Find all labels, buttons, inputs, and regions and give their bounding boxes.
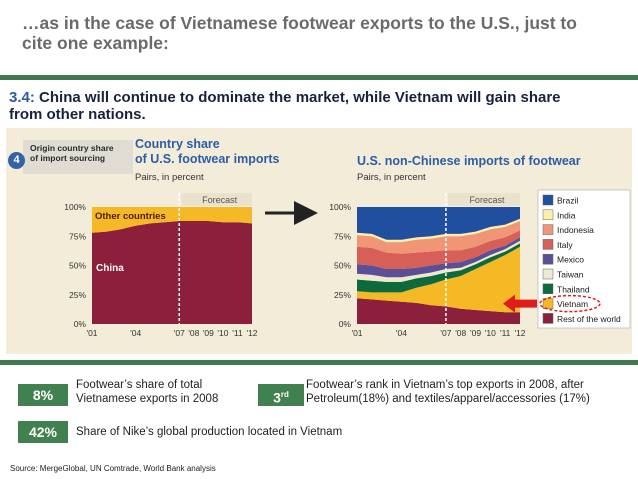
stat-badge-footwear-share: 8% [18,384,68,406]
stat-text-footwear-rank-line-2: Petroleum(18%) and textiles/apparel/acce… [306,393,590,405]
chart2-legend-swatch-rest-of-the-world [542,313,554,324]
slide-title: …as in the case of Vietnamese footwear e… [22,13,622,53]
top-divider [0,75,638,80]
chart1-subtitle: Pairs, in percent [135,172,204,183]
chart2-x-tick-11: '11 [500,328,511,338]
chart1-area-other-countries [92,207,252,233]
chart1-x-tick-11: '11 [232,328,243,338]
chart2-x-tick-12: '12 [514,328,525,338]
section-badge-label: Origin country share of import sourcing [30,143,130,163]
section-badge-box [23,140,133,174]
chart1-y-tick-100: 100% [64,202,86,212]
stat-text-footwear-share-line-1: Footwear’s share of total [76,379,203,391]
chart1-title-line-1: Country share [135,137,220,151]
chart2-area-thailand [357,243,520,293]
section-badge-label-line-2: of import sourcing [30,153,106,163]
stat-badge-nike-share: 42% [18,421,68,443]
chart2-y-tick-75: 75% [334,231,351,241]
chart2-area-mexico [357,237,520,278]
chart2-x-tick-07: '07 [440,328,451,338]
chart1-area-china [92,221,252,324]
chart1-x-tick-12: '12 [246,328,257,338]
slide-title-line-1: …as in the case of Vietnamese footwear e… [22,13,577,33]
exhibit-title-line-2: from other nations. [9,106,146,123]
chart2-legend-label-brazil: Brazil [557,196,578,206]
chart2-legend-label-india: India [557,210,576,220]
chart1-x-tick-08: '08 [188,328,199,338]
chart2-title: U.S. non-Chinese imports of footwear [357,154,581,168]
source-note: Source: MergeGlobal, UN Comtrade, World … [10,464,216,473]
stat-badge-footwear-rank: 3rd [258,384,304,406]
chart2-y-tick-50: 50% [334,261,351,271]
chart1-title-line-2: of U.S. footwear imports [135,152,280,166]
section-badge-label-line-1: Origin country share [30,143,114,153]
chart1-forecast-label: Forecast [202,195,238,205]
chart1-x-tick-01: '01 [86,328,97,338]
chart1-forecast-band [181,193,252,206]
chart2-y-tick-100: 100% [329,202,351,212]
chart2-y-tick-25: 25% [334,290,351,300]
chart2-x-tick-04: '04 [396,328,407,338]
stat-text-nike-share: Share of Nike’s global production locate… [76,426,343,438]
chart2-legend [537,189,631,329]
chart2-legend-swatch-mexico [542,253,554,265]
chart2-legend-label-taiwan: Taiwan [557,270,584,280]
chart2-y-tick-0: 0% [339,319,352,329]
chart2-area-india [357,218,520,243]
stat-text-footwear-rank: Footwear’s rank in Vietnam’s top exports… [306,378,626,406]
stat-text-footwear-share-line-2: Vietnamese exports in 2008 [76,393,219,405]
vietnam-highlight-ellipse [539,294,601,313]
stat-text-footwear-share: Footwear’s share of total Vietnamese expo… [76,378,266,406]
chart1-y-tick-50: 50% [69,261,86,271]
chart2-legend-label-indonesia: Indonesia [557,225,594,235]
chart2-area-rest-of-the-world [357,298,520,324]
chart2-area-indonesia [357,221,520,254]
chart2-legend-label-italy: Italy [557,240,573,250]
chart1-y-tick-75: 75% [69,231,86,241]
chart2-legend-label-mexico: Mexico [557,255,584,265]
chart2-area-taiwan [357,240,520,282]
chart1-label-china: China [96,263,124,274]
chart2-legend-swatch-italy [542,239,554,250]
vietnam-highlight-arrow [503,294,537,313]
chart1-x-tick-07: '07 [174,328,185,338]
chart2-legend-label-thailand: Thailand [557,284,590,294]
chart1-x-tick-04: '04 [130,328,141,338]
bottom-divider [0,360,638,365]
chart2-legend-swatch-taiwan [542,268,554,280]
exhibit-title-line-1: China will continue to dominate the mark… [34,89,561,106]
chart2-legend-swatch-brazil [542,194,554,206]
exhibit-title: 3.4: China will continue to dominate the… [9,89,629,123]
chart2-x-tick-09: '09 [470,328,481,338]
chart2-legend-swatch-indonesia [542,224,554,235]
chart2-x-tick-10: '10 [485,328,496,338]
chart1-label-other-countries: Other countries [95,211,166,222]
chart2-subtitle: Pairs, in percent [357,172,426,183]
chart2-area-vietnam [357,246,520,313]
exhibit-number: 3.4: [9,89,35,106]
chart2-legend-label-vietnam: Vietnam [557,299,588,309]
chart2-x-tick-01: '01 [351,328,362,338]
stat-text-footwear-rank-line-1: Footwear’s rank in Vietnam’s top exports… [306,379,584,391]
chart2-legend-swatch-india [542,209,554,221]
chart2-legend-label-rest-of-the-world: Rest of the world [557,314,621,324]
chart1-x-tick-09: '09 [203,328,214,338]
chart2-area-brazil [357,207,520,240]
chart2-area-italy [357,230,520,269]
stat-rank-suffix: rd [280,390,289,399]
stat-rank-number: 3 [273,389,281,406]
chart2-x-tick-08: '08 [455,328,466,338]
chart2-legend-swatch-thailand [542,283,554,295]
section-number-badge: 4 [8,152,25,169]
chart2-legend-swatch-vietnam [542,298,554,309]
chart2-forecast-band [447,193,520,206]
chart1-x-tick-10: '10 [217,328,228,338]
chart1-y-tick-0: 0% [74,319,87,329]
chart1-title: Country share of U.S. footwear imports [135,137,279,167]
chart2-forecast-label: Forecast [469,195,505,205]
chart1-y-tick-25: 25% [69,290,86,300]
slide-title-line-2: cite one example: [22,33,169,53]
